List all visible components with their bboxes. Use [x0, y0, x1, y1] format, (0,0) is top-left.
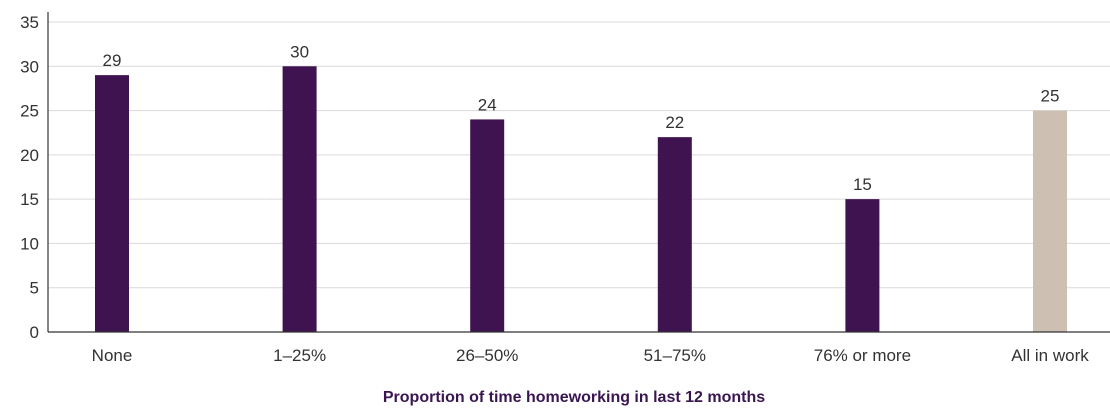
- data-label: 22: [665, 113, 684, 132]
- bar: [95, 75, 129, 333]
- bars: [95, 66, 1067, 333]
- data-label: 24: [478, 95, 497, 114]
- data-label: 25: [1041, 87, 1060, 106]
- y-tick-label: 25: [20, 102, 39, 121]
- y-tick-label: 5: [30, 279, 39, 298]
- x-axis-title: Proportion of time homeworking in last 1…: [383, 389, 765, 406]
- category-label: 51–75%: [644, 346, 706, 365]
- y-tick-label: 10: [20, 234, 39, 253]
- gridlines: [48, 21, 1110, 289]
- y-tick-label: 15: [20, 190, 39, 209]
- category-label: 76% or more: [814, 346, 911, 365]
- data-label: 29: [103, 51, 122, 70]
- category-label: None: [92, 346, 133, 365]
- y-tick-label: 0: [30, 323, 39, 342]
- data-label: 15: [853, 175, 872, 194]
- y-tick-label: 35: [20, 13, 39, 32]
- category-labels: None 1–25% 26–50% 51–75% 76% or more All in w…: [92, 346, 1090, 365]
- data-label: 30: [290, 42, 309, 61]
- category-label: All in work: [1011, 346, 1089, 365]
- bar: [845, 199, 880, 332]
- y-tick-label: 30: [20, 57, 39, 76]
- bar: [470, 119, 505, 332]
- category-label: 26–50%: [456, 346, 518, 365]
- bar: [282, 66, 317, 333]
- category-label: 1–25%: [273, 346, 326, 365]
- bar: [1033, 110, 1067, 332]
- data-labels: 29 30 24 22 15 25: [103, 42, 1060, 194]
- bar: [657, 137, 692, 332]
- y-tick-label: 20: [20, 146, 39, 165]
- y-axis-ticks: 0 5 10 15 20 25 30 35: [20, 13, 39, 342]
